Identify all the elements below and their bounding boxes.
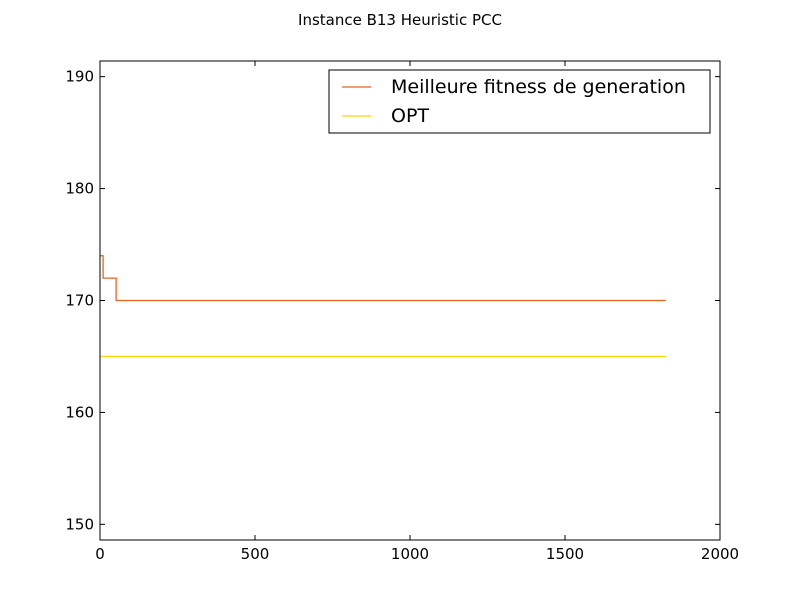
legend-label: Meilleure fitness de generation <box>391 76 686 98</box>
plot-area <box>100 255 666 358</box>
y-tick-label: 170 <box>65 292 94 310</box>
legend-box <box>328 69 711 134</box>
y-tick-label: 150 <box>65 515 94 533</box>
legend-label: OPT <box>391 105 429 127</box>
legend: Meilleure fitness de generation OPT <box>328 69 711 134</box>
chart-title: Instance B13 Heuristic PCC <box>298 11 502 29</box>
y-tick-label: 160 <box>65 403 94 421</box>
y-tick-label: 190 <box>65 68 94 86</box>
x-tick-label: 500 <box>241 545 270 563</box>
y-tick-label: 180 <box>65 180 94 198</box>
x-tick-label: 1500 <box>546 545 584 563</box>
x-tick-label: 1000 <box>391 545 429 563</box>
x-tick-label: 0 <box>95 545 105 563</box>
axes: 0 500 1000 1500 2000 150 160 170 180 190 <box>65 60 739 563</box>
x-tick-label: 2000 <box>701 545 739 563</box>
series-line-best-fitness <box>100 255 666 302</box>
